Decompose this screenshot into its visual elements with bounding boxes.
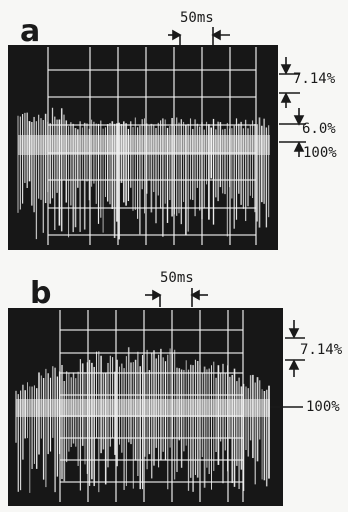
panel-a-upper-arrowhead-top — [280, 64, 292, 75]
panel-a-lower-arrowhead-top — [293, 115, 305, 126]
panel-b-oscilloscope-screen — [8, 308, 283, 506]
panel-a-trace-display — [17, 47, 270, 245]
panel-a-level: 100% — [303, 145, 337, 161]
panel-b-trace-display — [15, 310, 270, 502]
panel-b-scale-arrowhead-right — [190, 289, 200, 301]
panel-a-marker-upper: 7.14% — [293, 71, 336, 87]
panel-a-scale-arrowhead-right — [211, 29, 221, 41]
panel-a-upper-arrowhead-bottom — [280, 92, 292, 103]
panel-a-marker-lower: 6.0% — [302, 121, 336, 137]
panel-b-upper-arrowhead-top — [288, 328, 300, 339]
panel-a-scale-arrowhead-left — [172, 29, 182, 41]
panel-b-scale-arrowhead-left — [152, 289, 162, 301]
panel-b-marker-upper: 7.14% — [300, 342, 343, 358]
panel-b-signal-band — [16, 399, 270, 417]
panel-a-lower-arrowhead-bottom — [293, 141, 305, 152]
panel-b-label: b — [30, 276, 52, 311]
panel-a-label: a — [20, 14, 41, 49]
panel-a-time-scale: 50ms — [180, 10, 214, 26]
panel-b-time-scale: 50ms — [160, 270, 194, 286]
panel-b-level: 100% — [306, 399, 340, 415]
panel-b-upper-arrowhead-bottom — [288, 359, 300, 370]
panel-a-signal-band — [18, 135, 270, 155]
panel-a-oscilloscope-screen — [8, 45, 278, 250]
